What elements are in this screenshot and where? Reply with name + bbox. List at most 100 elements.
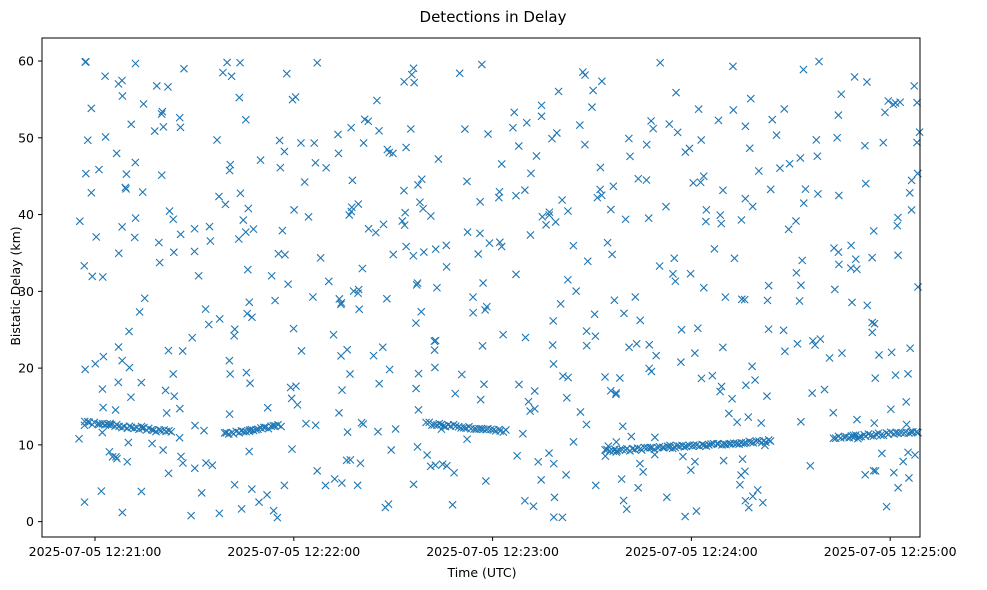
detection-marker bbox=[735, 480, 744, 489]
detection-marker bbox=[799, 65, 808, 74]
detection-marker bbox=[463, 435, 472, 444]
detection-marker bbox=[167, 427, 176, 436]
detection-marker bbox=[650, 433, 659, 442]
detection-marker bbox=[176, 452, 185, 461]
detection-marker bbox=[191, 421, 199, 430]
detection-marker bbox=[214, 192, 223, 201]
detection-marker bbox=[356, 459, 365, 468]
detection-marker bbox=[752, 437, 761, 445]
detection-marker bbox=[75, 434, 84, 443]
detection-marker bbox=[94, 165, 103, 174]
detection-marker bbox=[255, 498, 264, 507]
detection-marker bbox=[287, 394, 296, 403]
detection-marker bbox=[221, 200, 230, 209]
detection-marker bbox=[122, 184, 131, 193]
detection-marker bbox=[347, 203, 356, 212]
detection-marker bbox=[147, 425, 156, 434]
detection-marker bbox=[612, 447, 621, 456]
detection-marker bbox=[569, 241, 578, 250]
detection-marker bbox=[148, 439, 157, 448]
detection-marker bbox=[526, 407, 535, 416]
detection-marker bbox=[290, 205, 299, 214]
detection-marker bbox=[791, 217, 800, 226]
detection-marker bbox=[288, 95, 297, 104]
detection-marker bbox=[526, 169, 535, 178]
detection-marker bbox=[118, 76, 127, 85]
detection-marker bbox=[626, 152, 635, 161]
detection-marker bbox=[179, 64, 188, 73]
detection-marker bbox=[197, 488, 206, 497]
detection-marker bbox=[215, 509, 224, 518]
detection-marker bbox=[481, 477, 490, 486]
detection-marker bbox=[431, 461, 440, 470]
detection-marker bbox=[434, 155, 443, 164]
detection-marker bbox=[875, 350, 884, 359]
detection-marker bbox=[353, 481, 362, 490]
detection-marker bbox=[422, 418, 431, 427]
detection-marker bbox=[580, 140, 589, 149]
detection-marker bbox=[170, 392, 179, 401]
detection-marker bbox=[758, 498, 767, 507]
detection-marker bbox=[430, 346, 439, 355]
detection-marker bbox=[130, 233, 139, 242]
detection-marker bbox=[448, 500, 457, 509]
detection-marker bbox=[530, 404, 539, 413]
detection-marker bbox=[633, 444, 642, 453]
detection-marker bbox=[347, 123, 356, 132]
detection-marker bbox=[87, 104, 96, 113]
detection-marker bbox=[717, 382, 726, 391]
detection-marker bbox=[733, 418, 742, 427]
detection-marker bbox=[469, 293, 478, 302]
detection-marker bbox=[375, 126, 384, 135]
detection-marker bbox=[415, 198, 424, 207]
detection-marker bbox=[868, 318, 877, 327]
detection-marker bbox=[887, 348, 896, 357]
detection-marker bbox=[411, 319, 420, 328]
detection-marker bbox=[754, 167, 763, 175]
detection-marker bbox=[889, 468, 898, 477]
detection-marker bbox=[135, 307, 144, 316]
detection-marker bbox=[699, 172, 708, 181]
detection-marker bbox=[701, 217, 710, 226]
detection-marker bbox=[256, 156, 265, 165]
detection-marker bbox=[558, 513, 567, 522]
detection-marker bbox=[603, 238, 612, 247]
detection-marker bbox=[407, 70, 416, 79]
detection-marker bbox=[442, 241, 451, 250]
detection-marker bbox=[548, 134, 556, 143]
detection-marker bbox=[478, 341, 487, 350]
detection-marker bbox=[685, 144, 694, 153]
detection-marker bbox=[124, 438, 133, 447]
detection-marker bbox=[83, 136, 92, 145]
detection-marker bbox=[837, 90, 846, 99]
detection-marker bbox=[311, 421, 320, 430]
detection-marker bbox=[558, 196, 567, 204]
detection-marker bbox=[241, 115, 250, 124]
detection-marker bbox=[718, 186, 727, 195]
detection-marker bbox=[665, 120, 674, 129]
detection-marker bbox=[108, 452, 117, 461]
detection-marker bbox=[81, 169, 90, 178]
detection-marker bbox=[785, 159, 794, 168]
detection-marker bbox=[485, 239, 494, 248]
detection-marker bbox=[112, 149, 121, 158]
detection-marker bbox=[808, 389, 817, 398]
detection-marker bbox=[284, 280, 293, 289]
detection-marker bbox=[118, 92, 127, 101]
detection-marker bbox=[656, 58, 665, 67]
detection-marker bbox=[545, 208, 554, 217]
detection-marker bbox=[413, 442, 422, 451]
detection-marker bbox=[813, 189, 822, 198]
detection-marker bbox=[825, 353, 834, 362]
x-tick-label: 2025-07-05 12:24:00 bbox=[625, 544, 758, 559]
detection-marker bbox=[708, 371, 717, 380]
detection-marker bbox=[593, 193, 602, 202]
detection-marker bbox=[316, 253, 325, 262]
detection-marker bbox=[371, 228, 380, 237]
detection-marker bbox=[673, 128, 682, 137]
detection-marker bbox=[484, 130, 493, 139]
detection-marker bbox=[375, 379, 384, 388]
detection-marker bbox=[521, 333, 530, 342]
detection-marker bbox=[246, 379, 255, 388]
detection-marker bbox=[850, 72, 859, 81]
